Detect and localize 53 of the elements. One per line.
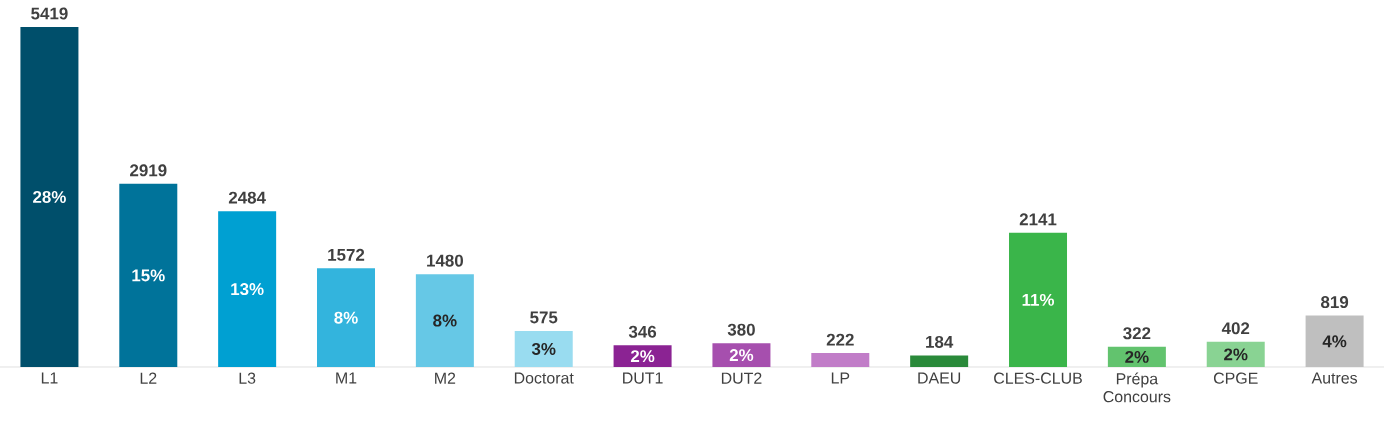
bar <box>317 268 375 367</box>
bar <box>415 274 474 367</box>
annotation: 2% <box>1125 350 1149 363</box>
annotation: 2% <box>1224 348 1248 361</box>
x-tick-label: M1 <box>336 372 357 384</box>
annotation: 2% <box>729 349 754 362</box>
bar <box>712 343 771 367</box>
data-label: 222 <box>826 333 854 346</box>
x-tick-label: L2 <box>140 372 157 384</box>
annotation: 3% <box>531 342 556 355</box>
annotation: 2% <box>630 350 655 363</box>
data-label: 322 <box>1123 327 1151 340</box>
data-label: 1572 <box>328 248 365 261</box>
x-tick-label: M2 <box>435 372 456 384</box>
bar <box>811 353 870 367</box>
x-tick-label: Prépa Concours <box>1103 372 1171 403</box>
data-label: 184 <box>926 335 954 348</box>
data-label: 2141 <box>1019 213 1057 226</box>
bar <box>1305 315 1364 367</box>
bar <box>1009 232 1068 367</box>
bar <box>119 183 178 367</box>
data-label: 819 <box>1320 296 1349 309</box>
x-tick-label: LP <box>831 372 850 384</box>
annotation: 15% <box>132 269 165 282</box>
data-label: 5419 <box>31 7 68 20</box>
data-label: 2484 <box>228 191 266 204</box>
bar <box>1206 341 1265 367</box>
annotation: 13% <box>231 283 264 296</box>
bar <box>613 345 672 367</box>
data-label: 402 <box>1221 322 1250 335</box>
data-label: 2919 <box>130 164 167 177</box>
x-tick-label: L3 <box>239 372 256 384</box>
bar <box>514 330 573 367</box>
data-label: 380 <box>727 323 755 336</box>
x-tick-label: Doctorat <box>514 372 574 384</box>
data-label: 346 <box>628 325 657 338</box>
annotation: 8% <box>433 314 457 327</box>
data-label: 575 <box>530 311 558 324</box>
annotation: 28% <box>33 191 66 203</box>
annotation: 4% <box>1322 335 1347 348</box>
x-tick-label: CLES-CLUB <box>994 372 1082 384</box>
annotation: 8% <box>334 311 358 324</box>
x-tick-label: DUT1 <box>623 372 663 384</box>
data-label: 1480 <box>427 254 463 267</box>
annotation: 11% <box>1022 293 1055 306</box>
x-tick-label: DAEU <box>918 372 961 384</box>
bar <box>910 355 969 367</box>
x-tick-label: L1 <box>41 372 58 384</box>
x-tick-label: CPGE <box>1213 372 1258 384</box>
bar <box>20 26 79 367</box>
x-tick-label: Autres <box>1311 372 1358 384</box>
bar <box>218 211 277 367</box>
x-tick-label: DUT2 <box>721 372 762 384</box>
